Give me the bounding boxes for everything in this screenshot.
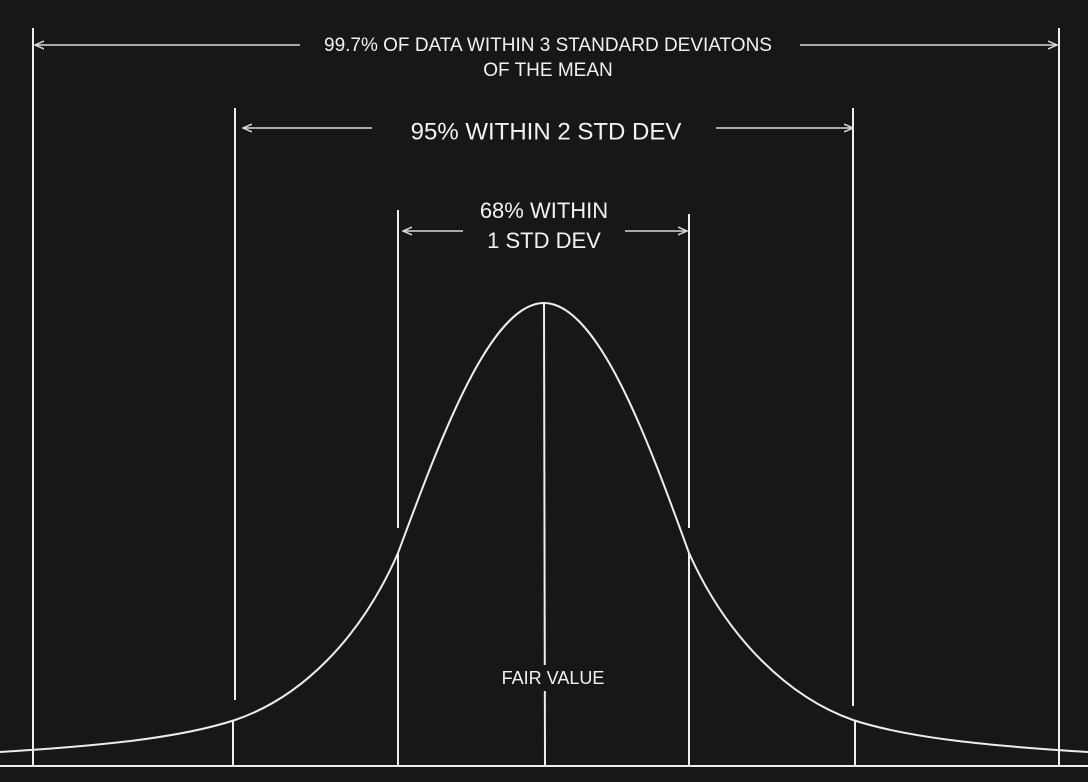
center-label: FAIR VALUE bbox=[502, 668, 605, 688]
mean-line bbox=[543, 302, 546, 767]
label-backdrop bbox=[498, 665, 608, 691]
three-sigma-label: 99.7% OF DATA WITHIN 3 STANDARD DEVIATON… bbox=[324, 35, 772, 56]
one-sigma-label: 1 STD DEV bbox=[487, 228, 601, 253]
three-sigma-label: OF THE MEAN bbox=[483, 60, 613, 81]
two-sigma-label: 95% WITHIN 2 STD DEV bbox=[411, 118, 682, 145]
one-sigma-label: 68% WITHIN bbox=[480, 198, 608, 223]
